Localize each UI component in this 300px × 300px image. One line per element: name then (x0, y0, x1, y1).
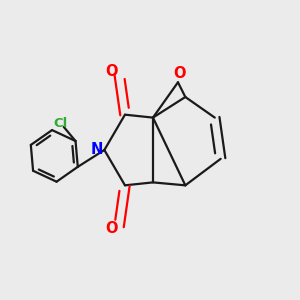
Text: O: O (173, 66, 186, 81)
Text: N: N (91, 142, 103, 158)
Text: O: O (106, 64, 118, 80)
Text: O: O (106, 220, 118, 236)
Text: Cl: Cl (54, 117, 68, 130)
